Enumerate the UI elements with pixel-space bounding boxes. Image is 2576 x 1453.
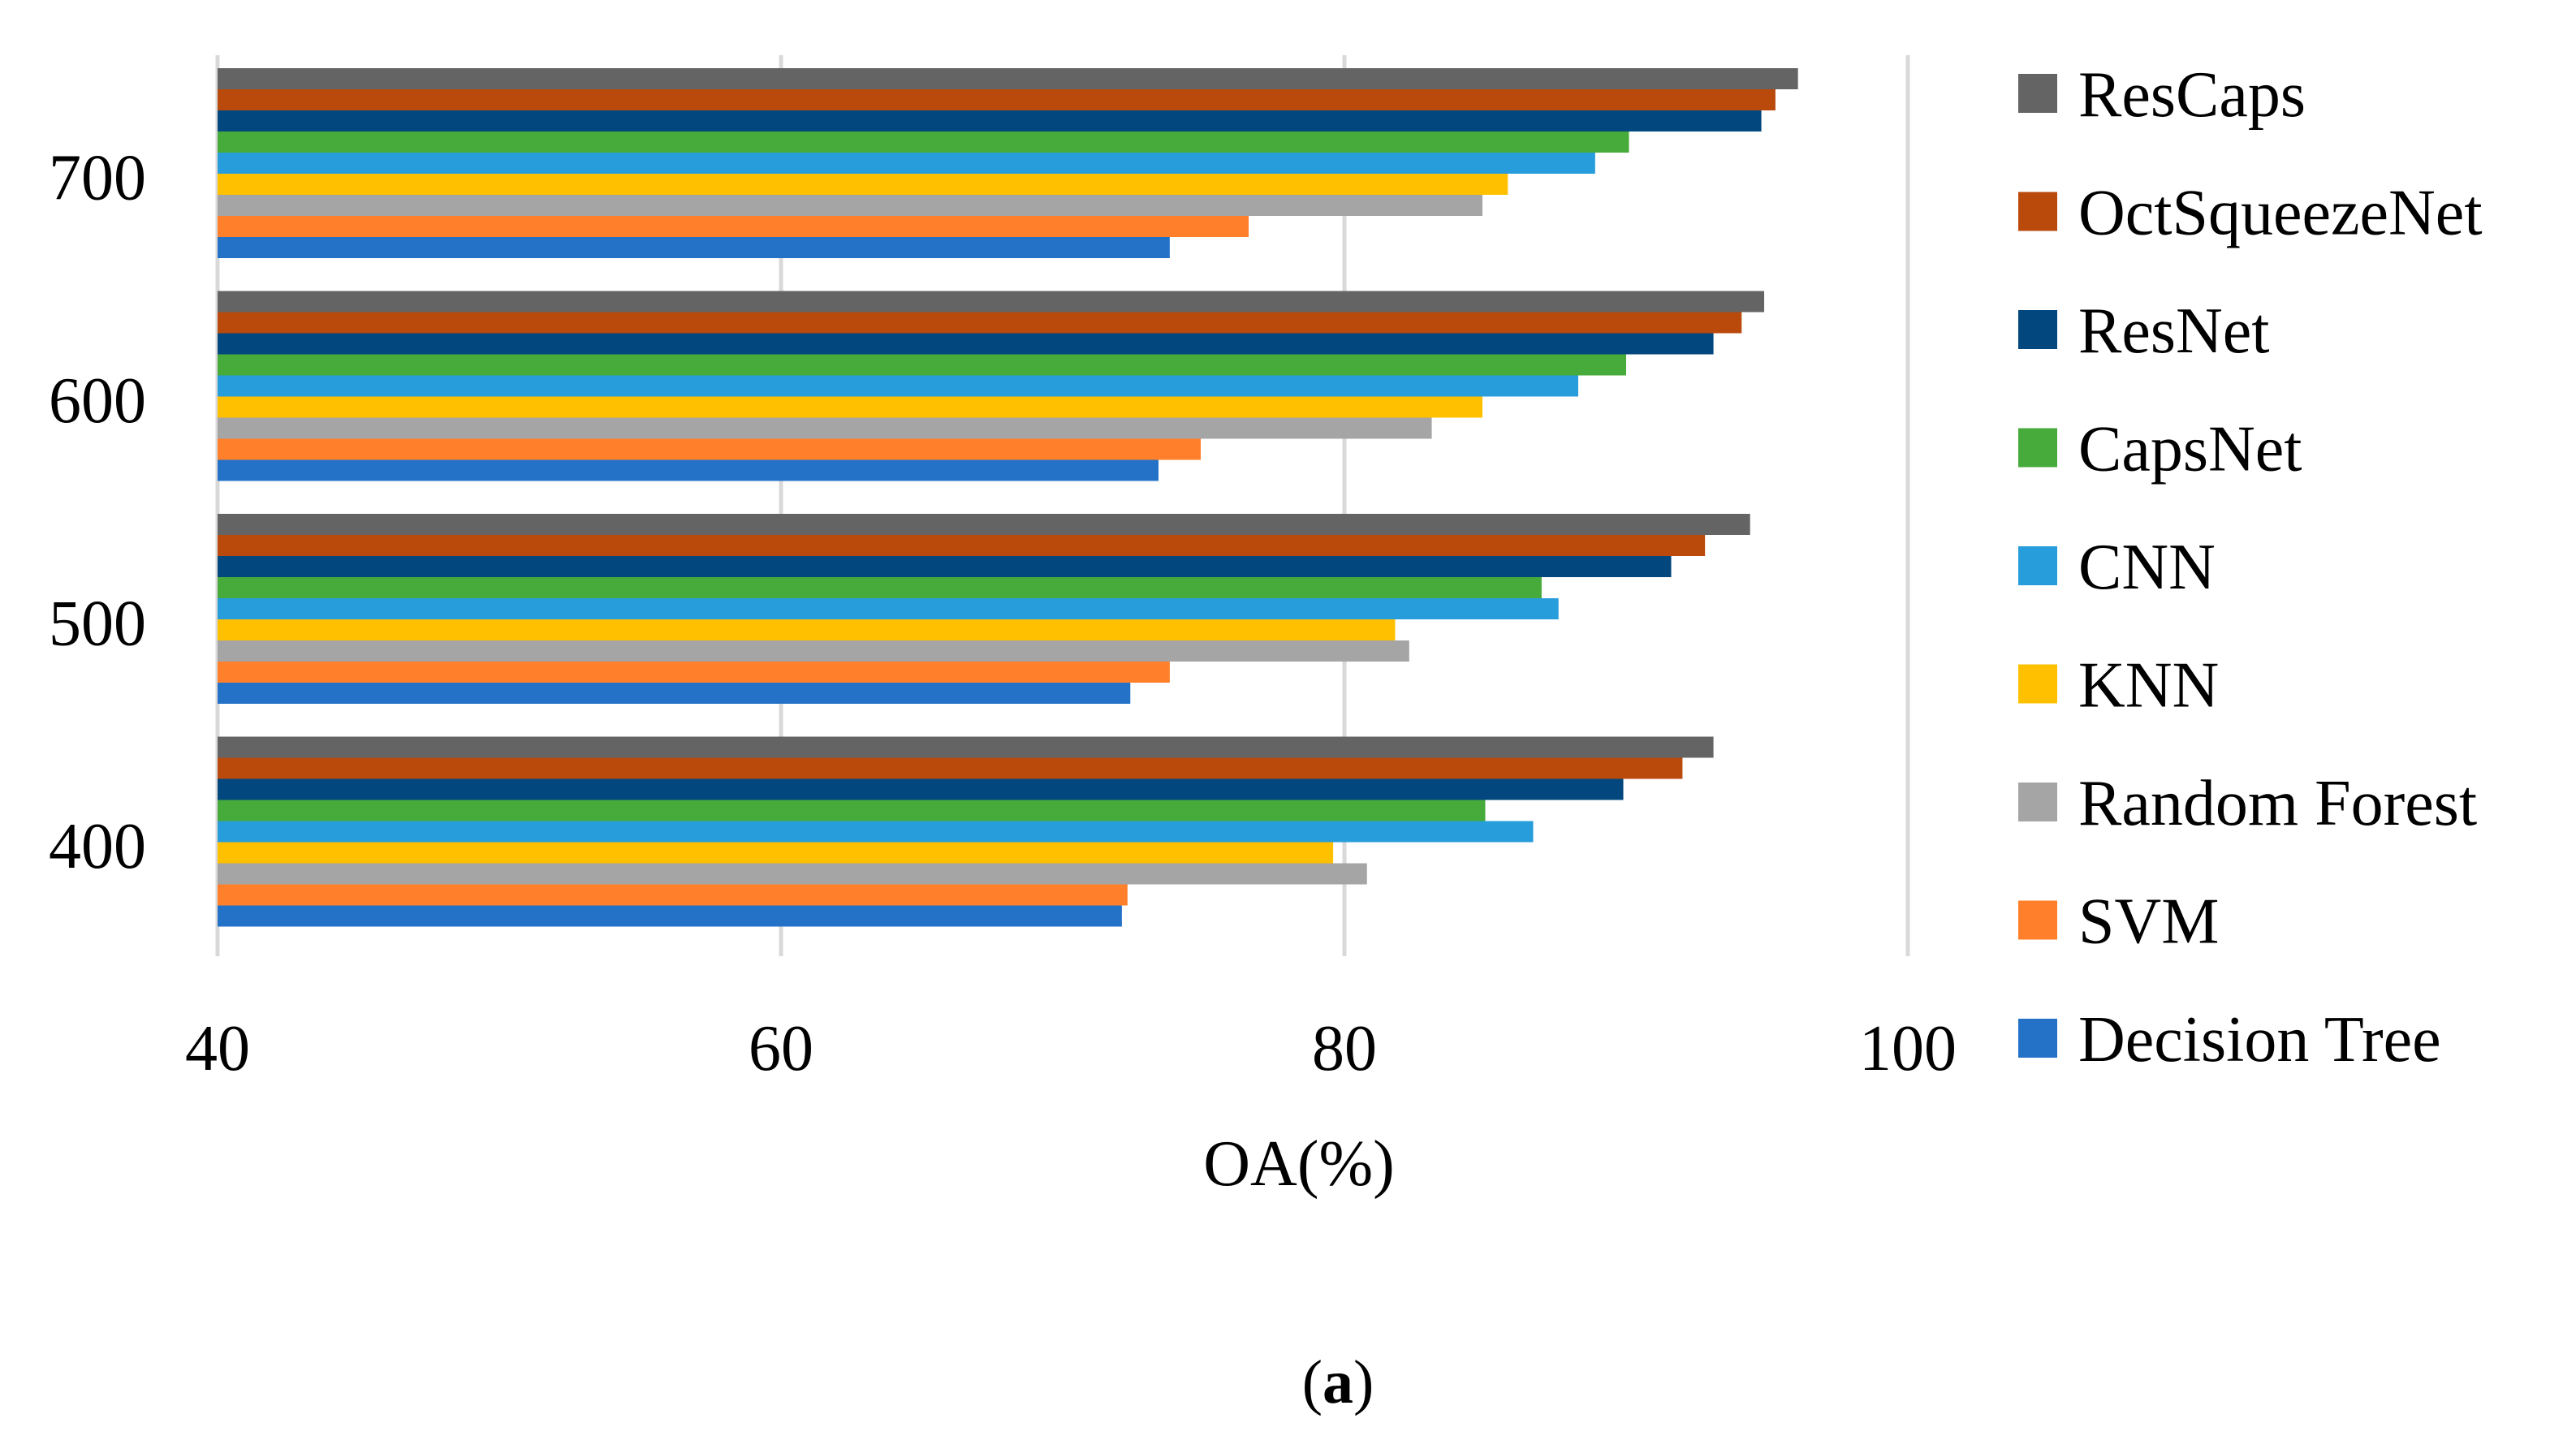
bar-rescaps-700 [218,68,1798,89]
legend-swatch-random-forest [2018,783,2057,821]
bar-decision-tree-400 [218,905,1122,927]
y-tick-label: 600 [49,365,146,437]
legend-label: CapsNet [2078,414,2302,485]
bar-cnn-700 [218,153,1595,174]
bar-knn-700 [218,174,1508,195]
bar-knn-500 [218,619,1396,640]
x-axis-label: OA(%) [1203,1128,1394,1200]
bar-capsnet-600 [218,354,1626,376]
bar-decision-tree-600 [218,459,1159,481]
legend-swatch-decision-tree [2018,1019,2057,1058]
bar-octsqueezenet-700 [218,89,1776,110]
bar-cnn-500 [218,598,1559,619]
y-tick-label: 700 [49,142,146,213]
bar-knn-600 [218,396,1483,418]
bar-svm-600 [218,438,1202,460]
y-tick-label: 400 [49,811,146,882]
legend-swatch-octsqueezenet [2018,192,2057,231]
legend-label: Decision Tree [2078,1004,2441,1076]
legend-swatch-knn [2018,664,2057,704]
bar-resnet-600 [218,333,1714,355]
legend-label: CNN [2078,532,2216,603]
bar-capsnet-500 [218,577,1542,598]
caption-letter: a [1323,1348,1353,1416]
legend-label: Random Forest [2078,768,2477,839]
caption-close: ) [1353,1348,1374,1416]
legend-label: ResCaps [2078,59,2306,131]
x-tick-label: 100 [1859,1013,1957,1084]
bar-rescaps-400 [218,736,1714,758]
legend-label: KNN [2078,650,2219,722]
axes: 40 60 80 100 400 500 600 700 [49,142,1957,1084]
bar-decision-tree-700 [218,237,1170,258]
legend-swatch-svm [2018,900,2057,940]
bar-rescaps-500 [218,514,1750,535]
bar-random-forest-700 [218,195,1483,216]
bar-resnet-700 [218,110,1762,132]
legend-swatch-rescaps [2018,74,2057,113]
y-tick-label: 500 [49,588,146,659]
legend-label: OctSqueezeNet [2078,178,2483,249]
x-tick-label: 60 [749,1013,813,1084]
caption-open: ( [1302,1348,1323,1416]
bar-octsqueezenet-600 [218,312,1742,334]
bar-random-forest-500 [218,640,1409,662]
bar-decision-tree-500 [218,683,1131,704]
legend-swatch-resnet [2018,310,2057,349]
bar-svm-700 [218,216,1249,237]
x-tick-label: 80 [1312,1013,1377,1084]
bar-octsqueezenet-400 [218,757,1683,779]
bar-rescaps-600 [218,291,1765,313]
legend-swatch-cnn [2018,546,2057,585]
bar-knn-400 [218,842,1334,864]
legend-label: SVM [2078,886,2219,958]
figure-caption: (a) [1302,1348,1374,1416]
bar-octsqueezenet-500 [218,535,1706,556]
bars [218,68,1798,927]
bar-cnn-600 [218,375,1579,397]
legend: ResCaps OctSqueezeNet ResNet CapsNet CNN KNN R… [2018,59,2483,1076]
legend-label: ResNet [2078,295,2270,367]
legend-swatch-capsnet [2018,428,2057,468]
bar-cnn-400 [218,821,1534,843]
bar-resnet-500 [218,556,1672,577]
bar-capsnet-400 [218,800,1486,821]
bar-svm-500 [218,662,1170,683]
bar-resnet-400 [218,778,1624,800]
bar-random-forest-400 [218,863,1367,885]
bar-random-forest-600 [218,417,1432,439]
bar-capsnet-700 [218,132,1629,153]
x-tick-label: 40 [185,1013,250,1084]
bar-svm-400 [218,884,1128,906]
